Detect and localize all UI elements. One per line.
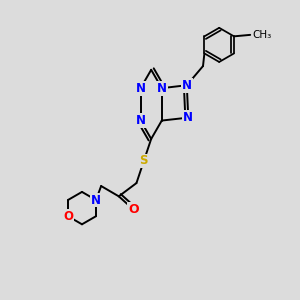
Text: N: N bbox=[183, 111, 193, 124]
Text: N: N bbox=[182, 79, 192, 92]
Text: N: N bbox=[157, 82, 167, 95]
Text: CH₃: CH₃ bbox=[252, 30, 272, 40]
Text: N: N bbox=[136, 114, 146, 127]
Text: O: O bbox=[128, 203, 139, 216]
Text: N: N bbox=[91, 194, 101, 206]
Text: N: N bbox=[136, 82, 146, 95]
Text: S: S bbox=[140, 154, 148, 167]
Text: O: O bbox=[63, 210, 73, 223]
